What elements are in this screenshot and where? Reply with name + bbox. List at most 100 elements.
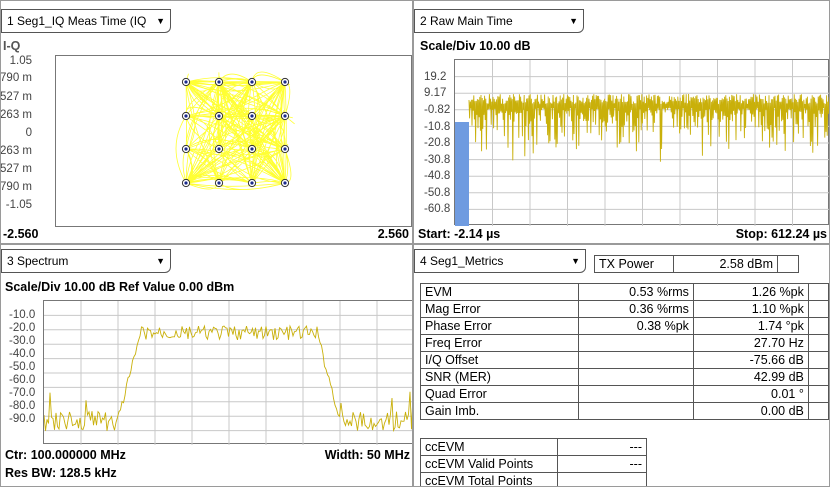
constellation-point — [217, 181, 221, 185]
constellation-point — [250, 80, 254, 84]
spectrum-pane: 3 Spectrum ▼ Scale/Div 10.00 dB Ref Value… — [0, 244, 413, 487]
constellation-point — [250, 114, 254, 118]
y-tick: 790 m — [0, 72, 32, 84]
y-tick: -263 m — [0, 145, 32, 157]
metric-value-1: 0.38 %pk — [577, 317, 694, 335]
constellation-point — [250, 181, 254, 185]
y-tick: -90.0 — [9, 413, 36, 425]
y-tick: -30.0 — [9, 335, 36, 347]
spectrum-trace-path — [44, 324, 412, 433]
cc-evm-name: ccEVM — [420, 438, 558, 456]
stop-label: Stop: 612.24 µs — [735, 227, 827, 241]
constellation-point — [184, 181, 188, 185]
iq-plot-area[interactable] — [55, 55, 412, 227]
y-tick: -30.8 — [424, 154, 451, 166]
constellation-point — [283, 114, 287, 118]
constellation-point — [217, 147, 221, 151]
metric-value-1 — [577, 334, 694, 352]
metric-value-2: 1.26 %pk — [692, 283, 809, 301]
y-tick: -20.8 — [424, 137, 451, 149]
metric-value-1 — [577, 351, 694, 369]
metric-row: EVM 0.53 %rms 1.26 %pk — [420, 283, 829, 301]
tx-power-label: TX Power — [594, 255, 674, 273]
metric-spacer — [807, 402, 829, 420]
y-tick: -80.0 — [9, 400, 36, 412]
y-tick: 527 m — [0, 91, 32, 103]
spectrum-trace — [44, 301, 412, 445]
metric-row: Quad Error 0.01 ° — [420, 385, 829, 403]
constellation-point — [283, 80, 287, 84]
spectrum-plot-area[interactable] — [43, 300, 412, 445]
metric-spacer — [807, 283, 829, 301]
metric-spacer — [807, 385, 829, 403]
chevron-down-icon: ▼ — [569, 16, 578, 26]
metric-value-2: 1.74 °pk — [692, 317, 809, 335]
y-tick: 9.17 — [424, 87, 447, 99]
metric-row: Phase Error 0.38 %pk 1.74 °pk — [420, 317, 829, 335]
scale-ref-label: Scale/Div 10.00 dB Ref Value 0.00 dBm — [5, 280, 235, 294]
metric-row: Gain Imb. 0.00 dB — [420, 402, 829, 420]
metrics-pane: 4 Seg1_Metrics ▼ TX Power 2.58 dBm EVM 0.5… — [413, 244, 830, 487]
trace-selector-3[interactable]: 3 Spectrum ▼ — [1, 249, 171, 273]
center-freq-label: Ctr: 100.000000 MHz — [5, 448, 126, 462]
cc-evm-row: ccEVM Valid Points --- — [420, 455, 647, 473]
span-width-label: Width: 50 MHz — [324, 448, 410, 462]
metrics-table: EVM 0.53 %rms 1.26 %pk Mag Error 0.36 %rms 1.… — [420, 283, 829, 420]
metric-value-2: 0.00 dB — [692, 402, 809, 420]
trace-selector-2[interactable]: 2 Raw Main Time ▼ — [414, 9, 584, 33]
metric-name: Gain Imb. — [420, 402, 579, 420]
metric-spacer — [807, 334, 829, 352]
metric-row: I/Q Offset -75.66 dB — [420, 351, 829, 369]
y-tick: -40.8 — [424, 170, 451, 182]
y-tick: -0.82 — [424, 104, 451, 116]
metric-value-1: 0.53 %rms — [577, 283, 694, 301]
y-tick: -60.8 — [424, 203, 451, 215]
burst-gap-region — [455, 122, 469, 226]
cc-evm-row: ccEVM --- — [420, 438, 647, 456]
metric-name: Phase Error — [420, 317, 579, 335]
metric-value-1: 0.36 %rms — [577, 300, 694, 318]
cc-evm-name: ccEVM Valid Points — [420, 455, 558, 473]
constellation-point — [184, 147, 188, 151]
metric-spacer — [807, 317, 829, 335]
metric-row: Freq Error 27.70 Hz — [420, 334, 829, 352]
constellation-point — [217, 80, 221, 84]
metric-value-2: 42.99 dB — [692, 368, 809, 386]
metric-value-1 — [577, 402, 694, 420]
y-tick: 19.2 — [424, 71, 447, 83]
trace-selector-4[interactable]: 4 Seg1_Metrics ▼ — [414, 249, 586, 273]
time-plot-area[interactable] — [454, 59, 829, 226]
metric-value-2: 0.01 ° — [692, 385, 809, 403]
y-tick: -10.0 — [9, 309, 36, 321]
y-tick: -1.05 — [5, 199, 32, 211]
y-tick: -50.8 — [424, 187, 451, 199]
metric-name: I/Q Offset — [420, 351, 579, 369]
start-label: Start: -2.14 µs — [418, 227, 501, 241]
tx-power-table: TX Power 2.58 dBm — [594, 255, 799, 273]
trace-selector-1[interactable]: 1 Seg1_IQ Meas Time (IQ ▼ — [1, 9, 171, 33]
constellation-point — [184, 114, 188, 118]
chevron-down-icon: ▼ — [571, 256, 580, 266]
constellation-point — [184, 80, 188, 84]
cc-evm-table: ccEVM --- ccEVM Valid Points --- ccEVM Total… — [420, 438, 647, 486]
y-tick: -50.0 — [9, 361, 36, 373]
metric-value-2: -75.66 dB — [692, 351, 809, 369]
y-tick: 0 — [25, 127, 32, 139]
metrics-table-body: EVM 0.53 %rms 1.26 %pk Mag Error 0.36 %rms 1.… — [420, 283, 829, 420]
metric-name: Mag Error — [420, 300, 579, 318]
iq-axis-title: I-Q — [3, 39, 21, 53]
metric-name: SNR (MER) — [420, 368, 579, 386]
metric-name: Freq Error — [420, 334, 579, 352]
metric-value-1 — [577, 368, 694, 386]
y-tick: 1.05 — [9, 55, 32, 67]
y-tick: -10.8 — [424, 121, 451, 133]
metric-value-2: 1.10 %pk — [692, 300, 809, 318]
constellation-point — [217, 114, 221, 118]
x-axis-right-label: 2.560 — [377, 227, 409, 241]
constellation-point — [283, 147, 287, 151]
constellation-point — [250, 147, 254, 151]
cc-evm-value: --- — [557, 455, 647, 473]
metric-name: EVM — [420, 283, 579, 301]
constellation-point — [283, 181, 287, 185]
metric-spacer — [807, 351, 829, 369]
